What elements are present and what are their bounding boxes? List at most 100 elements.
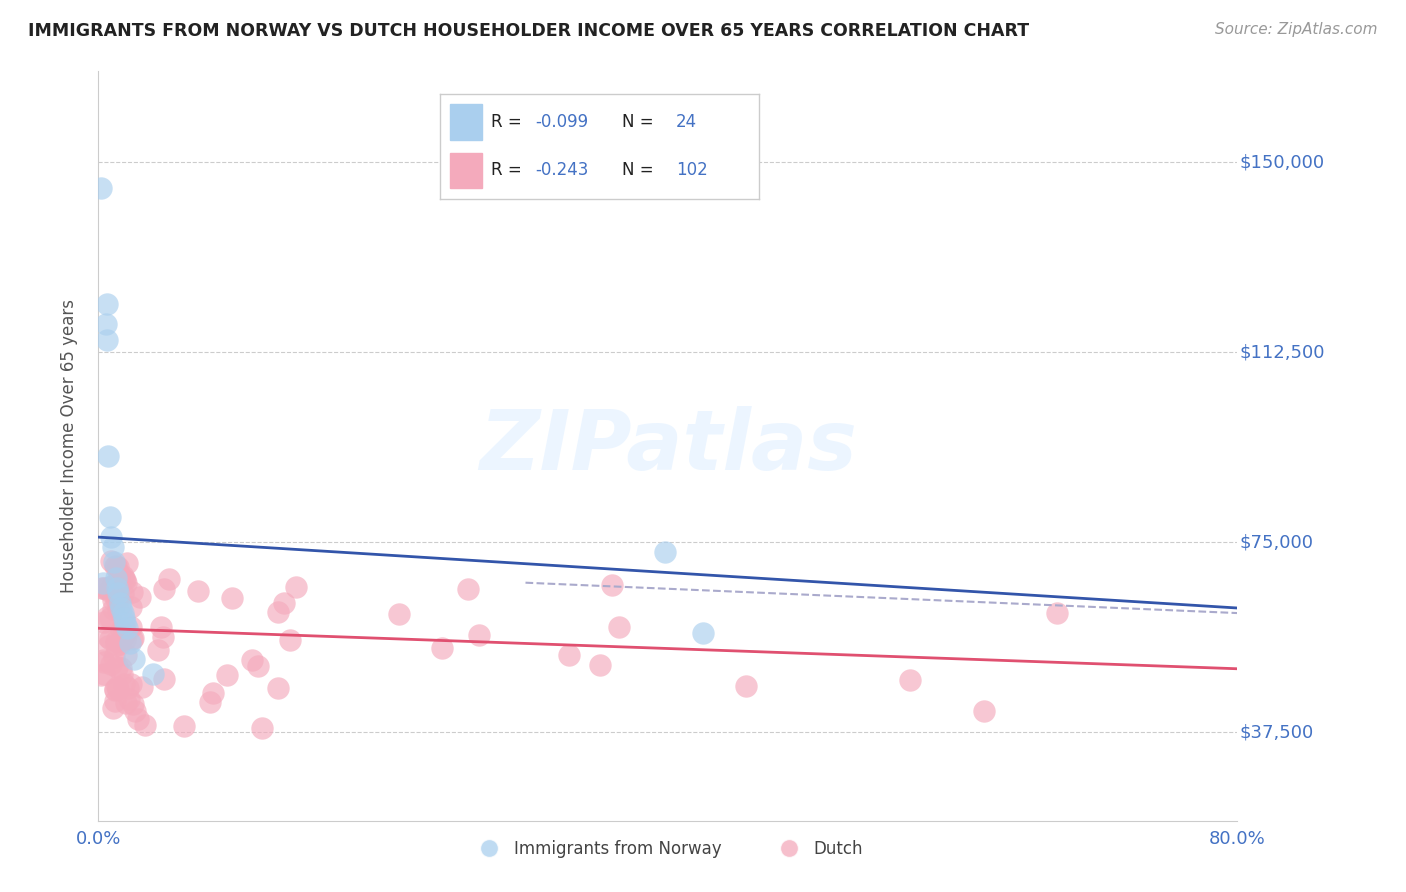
Text: $37,500: $37,500 [1240,723,1313,741]
Point [152,630,174,644]
Point [96,297,118,311]
Point [93,615,115,629]
Point [134,718,156,732]
Y-axis label: Householder Income Over 65 years: Householder Income Over 65 years [59,299,77,593]
Point [127,712,149,726]
Point [93,666,115,681]
Point [120,599,142,614]
Point [103,650,125,665]
Point [91,575,114,590]
Point [94,318,117,332]
Point [457,582,479,596]
Point [122,651,145,665]
Point [93,653,115,667]
Point [267,605,290,619]
Point [121,584,143,599]
Point [114,616,136,631]
Point [430,641,453,656]
Point [107,602,129,616]
Point [105,639,128,653]
Point [131,681,153,695]
Point [112,569,135,583]
Point [98,509,121,524]
Point [97,639,120,653]
Point [173,719,195,733]
Point [122,631,145,645]
Point [246,659,269,673]
Point [588,658,610,673]
Point [129,590,152,604]
Point [124,704,146,718]
Point [91,581,114,595]
Point [112,572,135,586]
Point [104,571,127,585]
Point [201,686,224,700]
Point [100,579,122,593]
Point [97,584,120,599]
Point [121,697,143,711]
Point [90,181,112,195]
Point [153,672,176,686]
Point [114,676,136,690]
Point [198,695,221,709]
Point [267,681,290,696]
Point [97,630,120,644]
Point [1046,606,1069,620]
Point [273,596,295,610]
Point [104,694,127,708]
Point [104,559,127,574]
Point [654,545,676,559]
Point [104,682,127,697]
Point [388,607,411,621]
Point [108,637,131,651]
Point [973,704,995,718]
Point [187,584,209,599]
Point [105,581,128,595]
Point [105,680,128,694]
Text: $112,500: $112,500 [1240,343,1324,361]
Point [98,632,121,646]
Point [240,653,263,667]
Point [111,667,134,681]
Point [112,611,135,625]
Point [100,530,122,544]
Point [114,574,136,588]
Point [117,681,139,696]
Text: $150,000: $150,000 [1240,153,1324,171]
Point [898,673,921,688]
Point [735,680,758,694]
Point [108,596,131,610]
Point [112,621,135,635]
Point [607,620,630,634]
Text: $75,000: $75,000 [1240,533,1313,551]
Point [149,620,172,634]
Point [114,632,136,646]
Point [100,657,122,671]
Point [157,572,180,586]
Point [217,667,239,681]
Point [94,581,117,595]
Point [98,611,121,625]
Point [105,581,128,595]
Point [101,541,124,555]
Point [107,559,129,574]
Point [114,576,136,591]
Point [115,696,138,710]
Point [103,593,125,607]
Point [91,582,114,596]
Text: ZIPatlas: ZIPatlas [479,406,856,486]
Point [112,628,135,642]
Point [105,660,128,674]
Point [103,602,125,616]
Point [103,701,125,715]
Point [107,590,129,604]
Point [121,632,143,647]
Point [111,606,134,620]
Point [221,591,243,605]
Point [93,656,115,670]
Point [104,558,127,573]
Text: Source: ZipAtlas.com: Source: ZipAtlas.com [1215,22,1378,37]
Point [692,626,714,640]
Text: IMMIGRANTS FROM NORWAY VS DUTCH HOUSEHOLDER INCOME OVER 65 YEARS CORRELATION CHA: IMMIGRANTS FROM NORWAY VS DUTCH HOUSEHOL… [28,22,1029,40]
Point [600,578,623,592]
